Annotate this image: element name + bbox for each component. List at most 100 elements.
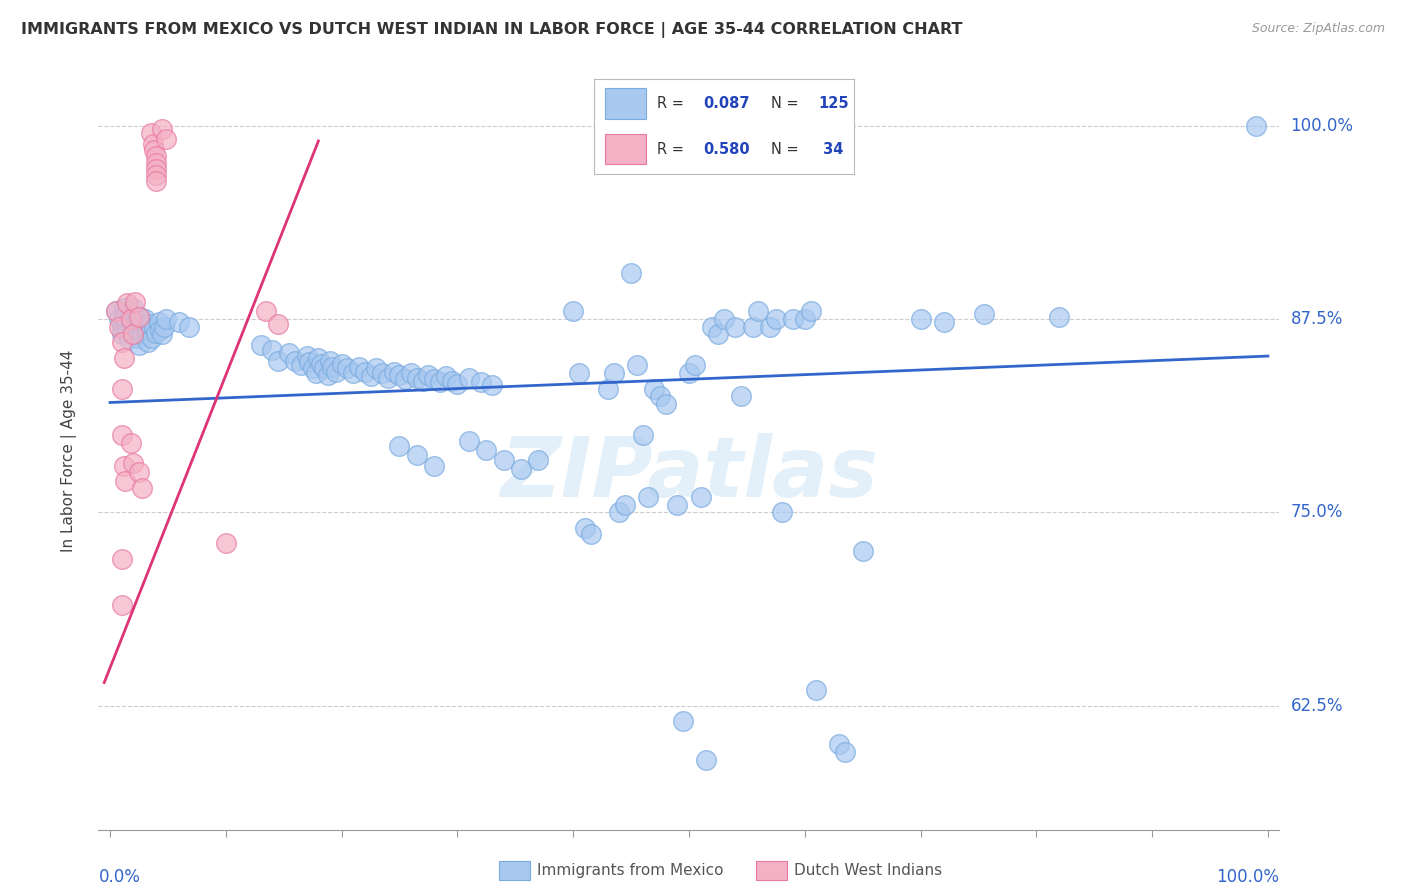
Point <box>700 319 723 334</box>
Point <box>155 132 177 146</box>
Point <box>145 149 167 163</box>
Point <box>142 137 165 152</box>
Text: 100.0%: 100.0% <box>1216 869 1279 887</box>
Point <box>730 389 752 403</box>
Point <box>458 434 481 449</box>
Point <box>129 318 152 332</box>
Point <box>316 368 339 382</box>
Point <box>609 505 631 519</box>
Point <box>562 304 585 318</box>
Point <box>138 317 160 331</box>
Point <box>169 315 191 329</box>
Point <box>298 355 321 369</box>
Point <box>129 310 152 325</box>
Point <box>122 301 145 315</box>
Point <box>330 357 353 371</box>
Point <box>631 428 654 442</box>
Point <box>446 376 468 391</box>
Point <box>434 369 457 384</box>
Point <box>110 598 132 612</box>
Point <box>122 456 145 470</box>
Point <box>145 326 167 340</box>
Point <box>110 319 132 334</box>
Point <box>412 374 434 388</box>
Point <box>418 368 440 382</box>
Point <box>149 323 172 337</box>
Text: 75.0%: 75.0% <box>1291 503 1343 521</box>
Point <box>112 458 135 473</box>
Point <box>128 338 150 352</box>
Point <box>765 312 787 326</box>
Point <box>122 327 145 342</box>
Point <box>120 315 142 329</box>
Point <box>139 126 162 140</box>
Point <box>305 366 328 380</box>
Point <box>828 738 851 752</box>
Point <box>388 439 411 453</box>
Point <box>120 435 142 450</box>
Point <box>724 319 747 334</box>
Point <box>128 465 150 479</box>
Point <box>139 324 162 338</box>
Text: Immigrants from Mexico: Immigrants from Mexico <box>537 863 724 878</box>
Point <box>145 161 167 176</box>
Point <box>112 301 135 315</box>
Point <box>124 294 146 309</box>
Point <box>405 370 427 384</box>
Point <box>110 428 132 442</box>
Point <box>834 745 856 759</box>
Point <box>148 315 170 329</box>
Point <box>695 753 717 767</box>
Point <box>394 372 416 386</box>
Point <box>852 544 875 558</box>
Point <box>932 315 955 329</box>
Point <box>145 155 167 169</box>
Point <box>131 326 153 340</box>
Point <box>127 330 149 344</box>
Point <box>481 378 503 392</box>
Point <box>747 304 769 318</box>
Text: IMMIGRANTS FROM MEXICO VS DUTCH WEST INDIAN IN LABOR FORCE | AGE 35-44 CORRELATI: IMMIGRANTS FROM MEXICO VS DUTCH WEST IND… <box>21 22 963 38</box>
Point <box>405 448 427 462</box>
Text: 62.5%: 62.5% <box>1291 697 1343 714</box>
Point <box>141 330 163 344</box>
Point <box>1246 119 1268 133</box>
Point <box>360 369 382 384</box>
Point <box>262 343 284 357</box>
Point <box>295 349 318 363</box>
Point <box>319 353 342 368</box>
Point <box>125 324 148 338</box>
Point <box>655 397 678 411</box>
Point <box>104 304 127 318</box>
Point <box>637 490 659 504</box>
Point <box>249 338 271 352</box>
Point <box>672 714 695 729</box>
Point <box>388 368 411 382</box>
Point <box>759 319 782 334</box>
Point <box>510 462 533 476</box>
Point <box>284 353 307 368</box>
Point <box>678 366 700 380</box>
Point <box>399 366 422 380</box>
Point <box>110 382 132 396</box>
Point <box>278 346 301 360</box>
Point <box>112 310 135 325</box>
Point <box>254 304 277 318</box>
Point <box>614 498 637 512</box>
Point <box>470 376 492 390</box>
Point <box>134 312 156 326</box>
Point <box>423 372 446 386</box>
Point <box>770 505 793 519</box>
Point <box>301 361 323 376</box>
Text: Dutch West Indians: Dutch West Indians <box>794 863 942 878</box>
Point <box>689 490 711 504</box>
Point <box>707 327 730 342</box>
Point <box>492 452 515 467</box>
Point <box>104 304 127 318</box>
Point <box>596 382 619 396</box>
Point <box>643 382 665 396</box>
Point <box>150 327 173 342</box>
Point <box>429 376 451 390</box>
Point <box>267 317 290 331</box>
Point <box>121 323 143 337</box>
